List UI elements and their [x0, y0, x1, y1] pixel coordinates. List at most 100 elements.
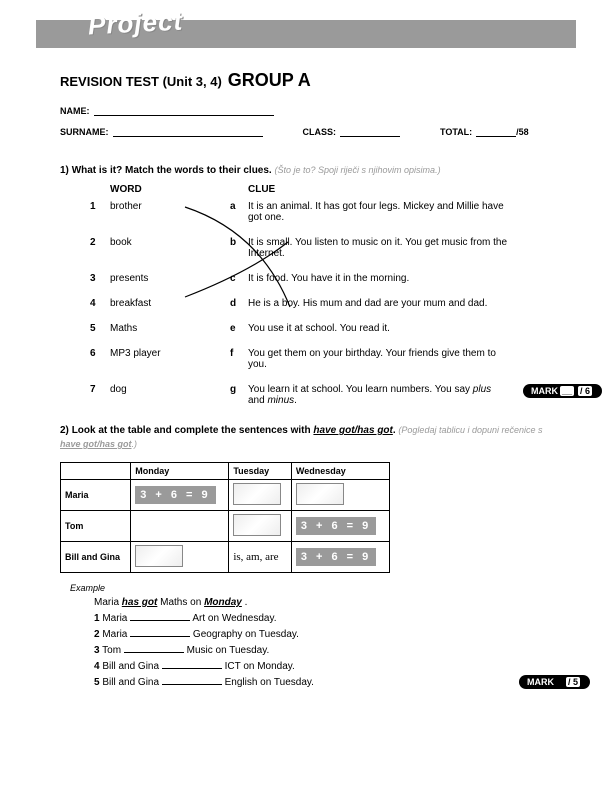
col-monday: Monday [131, 463, 229, 480]
q2-phrase: have got/has got [313, 425, 392, 436]
mark-label: MARK [531, 386, 558, 396]
q1-match-table: WORD CLUE 1 brother a It is an animal. I… [90, 184, 552, 406]
q2-prompt-a: Look at the table and complete the sente… [72, 425, 314, 436]
row-letter: g [230, 384, 248, 395]
sent-pre: Bill and Gina [102, 677, 161, 688]
total-max: /58 [516, 127, 529, 137]
cell-tom-tue [229, 511, 292, 542]
row-clue: It is an animal. It has got four legs. M… [248, 201, 508, 223]
sent-post: Art on Wednesday. [190, 613, 276, 624]
sent-post: English on Tuesday. [222, 677, 314, 688]
row-clue: You get them on your birthday. Your frie… [248, 348, 508, 370]
sent-num: 3 [94, 645, 100, 656]
match-curve-lines [180, 202, 320, 342]
q1-heading: 1) What is it? Match the words to their … [60, 165, 552, 176]
q2-hint-b: .) [132, 439, 138, 449]
row-letter: d [230, 298, 248, 309]
ex-a: Maria [94, 597, 122, 608]
q1-headers: WORD CLUE [90, 184, 552, 195]
q2-mark-badge: MARK / 5 [519, 675, 590, 689]
art-icon [296, 483, 344, 505]
clue-end: . [294, 395, 297, 406]
name-row: NAME: [60, 105, 552, 116]
table-row-maria: Maria 3 + 6 = 9 [61, 480, 390, 511]
col-blank [61, 463, 131, 480]
q1-prompt: What is it? Match the words to their clu… [72, 165, 272, 176]
row-word: breakfast [110, 298, 230, 309]
row-letter: e [230, 323, 248, 334]
q1-row-5: 5 Maths e You use it at school. You read… [90, 323, 552, 334]
q2-sentence-4: 4 Bill and Gina ICT on Monday. [94, 659, 552, 672]
table-row-bill-gina: Bill and Gina is, am, are 3 + 6 = 9 [61, 542, 390, 573]
row-num: 5 [90, 323, 110, 334]
cell-tom-wed: 3 + 6 = 9 [291, 511, 389, 542]
mark-label: MARK [527, 677, 554, 687]
row-word: dog [110, 384, 230, 395]
q2-sentence-3: 3 Tom Music on Tuesday. [94, 643, 552, 656]
blank-field[interactable] [162, 659, 222, 669]
q2-hint-phrase: have got/has got [60, 439, 132, 449]
q2-heading: 2) Look at the table and complete the se… [60, 424, 552, 452]
row-word: book [110, 237, 230, 248]
mark-total: / 5 [566, 677, 580, 687]
total-field[interactable] [476, 126, 516, 137]
example-sentence: Maria has got Maths on Monday . [94, 597, 552, 608]
name-field[interactable] [94, 105, 274, 116]
clue-mid: and [248, 395, 267, 406]
total-label: TOTAL: [440, 127, 472, 137]
q2-sentence-5: 5 Bill and Gina English on Tuesday. MARK… [94, 675, 552, 688]
table-row-tom: Tom 3 + 6 = 9 [61, 511, 390, 542]
row-num: 1 [90, 201, 110, 212]
clue-header: CLUE [248, 184, 508, 195]
blank-field[interactable] [130, 627, 190, 637]
word-header: WORD [110, 184, 230, 195]
clue-pre: You learn it at school. You learn number… [248, 384, 473, 395]
clue-italic-1: plus [473, 384, 491, 395]
music-icon [233, 514, 281, 536]
row-name: Bill and Gina [61, 542, 131, 573]
cell-bg-wed: 3 + 6 = 9 [291, 542, 389, 573]
blank-field[interactable] [130, 611, 190, 621]
ex-c: . [242, 597, 248, 608]
project-logo: Project [87, 6, 184, 42]
row-word: Maths [110, 323, 230, 334]
table-header-row: Monday Tuesday Wednesday [61, 463, 390, 480]
cell-tom-mon [131, 511, 229, 542]
col-tuesday: Tuesday [229, 463, 292, 480]
mark-blank[interactable]: __ [560, 386, 574, 396]
mark-total: / 6 [578, 386, 592, 396]
clue-italic-2: minus [267, 395, 294, 406]
row-letter: c [230, 273, 248, 284]
row-letter: b [230, 237, 248, 248]
row-clue: You learn it at school. You learn number… [248, 384, 508, 406]
row-letter: f [230, 348, 248, 359]
surname-field[interactable] [113, 126, 263, 137]
cell-bg-mon [131, 542, 229, 573]
class-field[interactable] [340, 126, 400, 137]
example-label: Example [70, 583, 552, 593]
sent-pre: Maria [102, 613, 130, 624]
q1-row-3: 3 presents c It is food. You have it in … [90, 273, 552, 284]
row-name: Maria [61, 480, 131, 511]
blank-field[interactable] [124, 643, 184, 653]
surname-label: SURNAME: [60, 127, 109, 137]
q2-sentence-2: 2 Maria Geography on Tuesday. [94, 627, 552, 640]
q1-number: 1) [60, 165, 69, 176]
sent-num: 5 [94, 677, 100, 688]
globe-icon [233, 483, 281, 505]
q2-example-block: Example Maria has got Maths on Monday . … [70, 583, 552, 688]
q1-row-7: 7 dog g You learn it at school. You lear… [90, 384, 552, 406]
row-num: 6 [90, 348, 110, 359]
q2-sentence-1: 1 Maria Art on Wednesday. [94, 611, 552, 624]
row-word: MP3 player [110, 348, 230, 359]
blank-field[interactable] [162, 675, 222, 685]
sent-num: 1 [94, 613, 100, 624]
q1-row-6: 6 MP3 player f You get them on your birt… [90, 348, 552, 370]
ex-hasgot: has got [122, 597, 158, 608]
math-tile: 3 + 6 = 9 [296, 548, 376, 566]
sent-post: Music on Tuesday. [184, 645, 269, 656]
row-clue: It is food. You have it in the morning. [248, 273, 508, 284]
q1-row-2: 2 book b It is small. You listen to musi… [90, 237, 552, 259]
q1-mark-badge: MARK __ / 6 [523, 384, 602, 398]
row-clue: It is small. You listen to music on it. … [248, 237, 508, 259]
